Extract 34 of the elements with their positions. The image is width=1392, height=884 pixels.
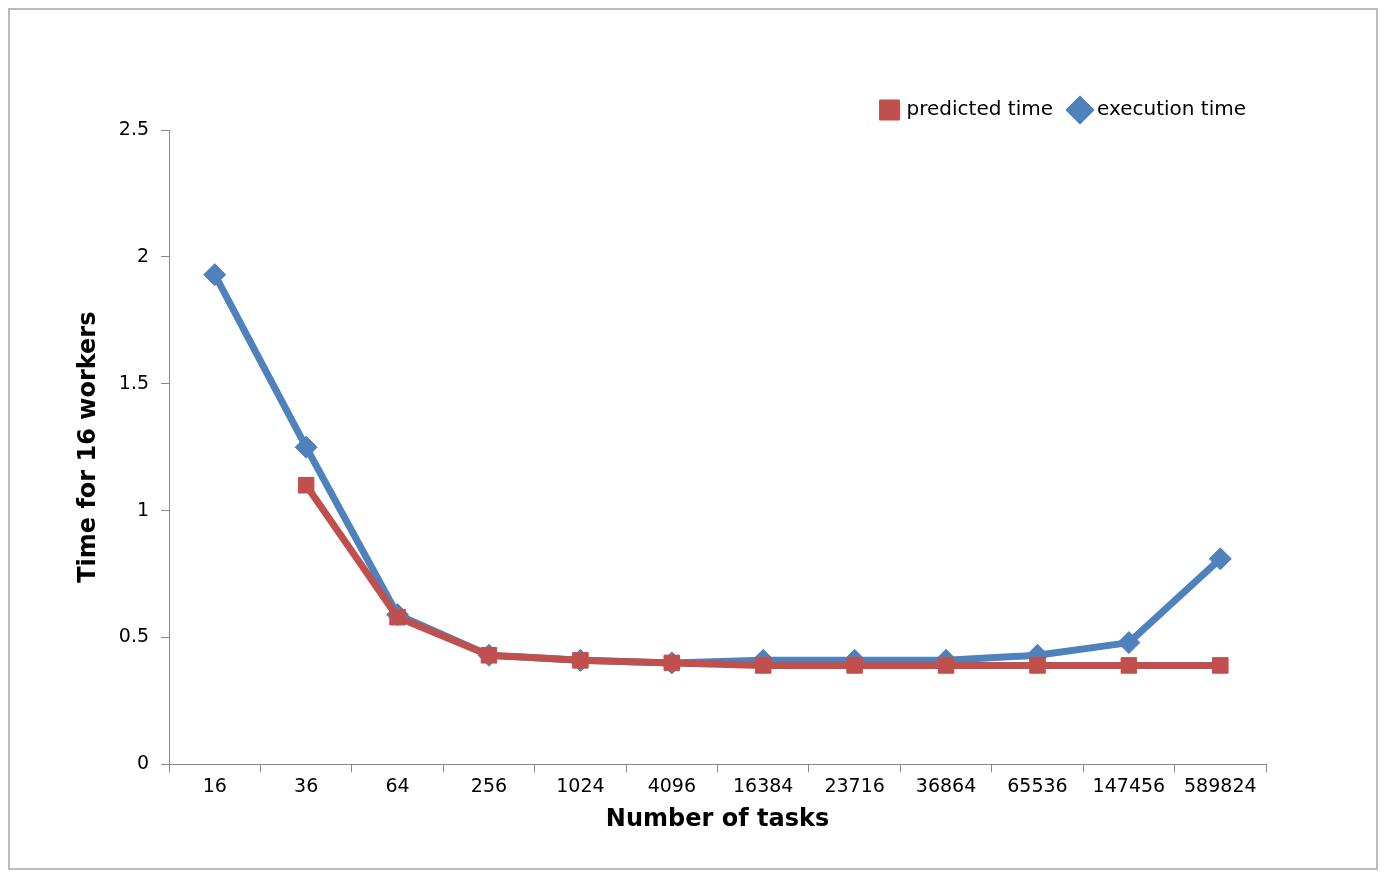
x-tick-label: 16384	[732, 773, 794, 796]
x-tick-label: 256	[470, 773, 508, 796]
point	[203, 263, 227, 287]
point	[294, 435, 318, 459]
point	[1029, 657, 1046, 674]
x-tick-label: 1024	[556, 773, 605, 796]
point	[846, 657, 863, 674]
legend-label: predicted time	[906, 96, 1053, 121]
x-tick-label: 36864	[915, 773, 977, 796]
x-axis-title: Number of tasks	[605, 803, 830, 832]
y-tick-label: 2.5	[118, 116, 150, 139]
x-tick-label: 4096	[647, 773, 696, 796]
point	[1117, 631, 1141, 655]
point	[1212, 657, 1229, 674]
point	[572, 652, 589, 669]
legend-label: execution time	[1097, 96, 1247, 121]
y-tick-label: 1.5	[118, 370, 150, 393]
x-tick-label: 64	[385, 773, 410, 796]
x-tick-label: 16	[202, 773, 227, 796]
x-tick-label: 36	[294, 773, 319, 796]
point	[937, 657, 955, 674]
point	[754, 657, 772, 674]
point	[1120, 657, 1138, 674]
y-tick-label: 2	[136, 243, 150, 266]
y-axis-title: Time for 16 workers	[72, 311, 101, 583]
x-tick-label: 23716	[824, 773, 885, 796]
point	[297, 476, 315, 494]
y-tick-label: 1	[136, 497, 150, 520]
point	[1208, 547, 1232, 571]
y-tick-label: 0	[136, 751, 150, 774]
x-tick-label: 589824	[1184, 773, 1257, 796]
y-tick-label: 0.5	[118, 624, 150, 647]
x-tick-label: 65536	[1007, 773, 1068, 796]
x-tick-label: 147456	[1092, 773, 1166, 796]
